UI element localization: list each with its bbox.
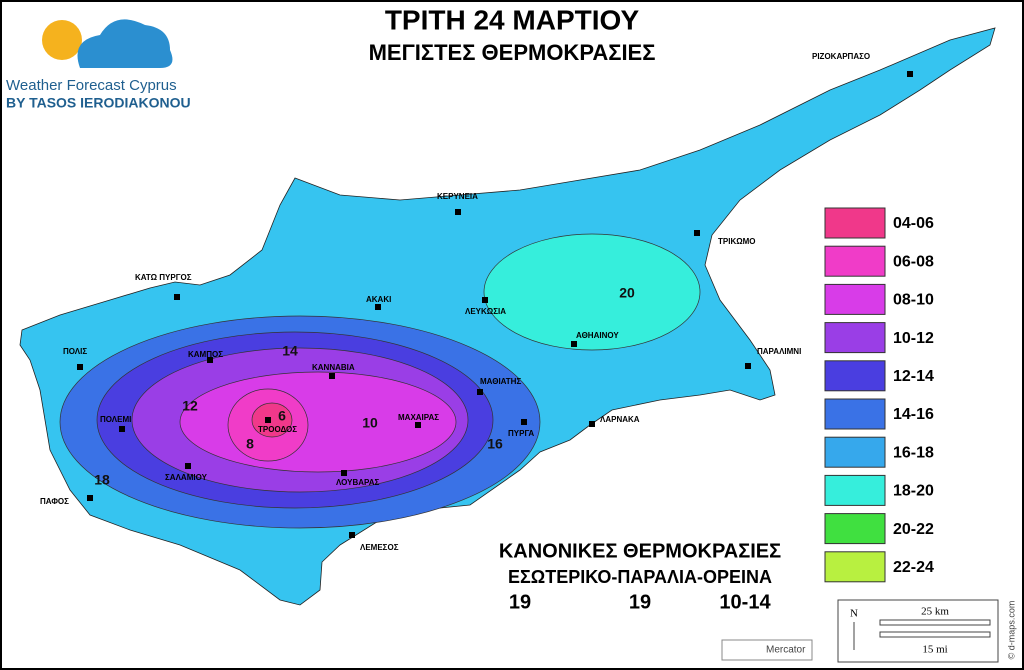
town-marker xyxy=(455,209,461,215)
town-marker xyxy=(349,532,355,538)
projection: Mercator xyxy=(766,645,806,656)
town-label: ΡΙΖΟΚΑΡΠΑΣΟ xyxy=(812,52,870,61)
town-label: ΠΥΡΓΑ xyxy=(508,429,534,438)
town-marker xyxy=(415,422,421,428)
town-label: ΛΑΡΝΑΚΑ xyxy=(600,415,640,424)
normal-value: 10-14 xyxy=(719,591,771,613)
town-label: ΠΑΦΟΣ xyxy=(40,497,69,506)
scale-frame xyxy=(837,599,999,663)
town-label: ΚΕΡΥΝΕΙΑ xyxy=(437,192,478,201)
legend-swatch xyxy=(824,322,886,354)
projection-box xyxy=(721,639,813,661)
contour-label: 8 xyxy=(246,436,254,452)
logo-name: Weather Forecast Cyprus xyxy=(6,77,177,94)
town-marker xyxy=(329,373,335,379)
scale-bar xyxy=(879,619,991,626)
town-label: ΚΑΜΠΟΣ xyxy=(188,350,223,359)
legend-label: 08-10 xyxy=(893,292,934,309)
town-label: ΜΑΘΙΑΤΗΣ xyxy=(480,377,521,386)
contour-label: 16 xyxy=(487,436,503,452)
legend-label: 20-22 xyxy=(893,521,934,538)
legend-label: 18-20 xyxy=(893,483,934,500)
town-marker xyxy=(482,297,488,303)
cloud xyxy=(77,19,173,68)
legend-swatch xyxy=(824,245,886,277)
title: ΤΡΙΤΗ 24 ΜΑΡΤΙΟΥ xyxy=(385,4,640,35)
normal-value: 19 xyxy=(509,591,531,613)
town-marker xyxy=(907,71,913,77)
town-label: ΑΘΗΑΙΝΟΥ xyxy=(576,331,619,340)
town-marker xyxy=(589,421,595,427)
legend-swatch xyxy=(824,474,886,506)
legend-swatch xyxy=(824,513,886,545)
town-marker xyxy=(119,426,125,432)
contour-label: 12 xyxy=(182,398,198,414)
normals-subtitle: ΕΣΩΤΕΡΙΚΟ-ΠΑΡΑΛΙΑ-ΟΡΕΙΝΑ xyxy=(508,567,772,587)
legend-label: 06-08 xyxy=(893,253,934,270)
town-marker xyxy=(174,294,180,300)
town-label: ΚΑΤΩ ΠΥΡΓΟΣ xyxy=(135,273,192,282)
legend-label: 04-06 xyxy=(893,215,934,232)
legend-label: 10-12 xyxy=(893,330,934,347)
town-marker xyxy=(521,419,527,425)
town-marker xyxy=(477,389,483,395)
town-label: ΛΟΥΒΑΡΑΣ xyxy=(336,478,380,487)
town-marker xyxy=(375,304,381,310)
north: N xyxy=(850,608,858,620)
contour-label: 14 xyxy=(282,343,298,359)
town-marker xyxy=(207,357,213,363)
scale-bar xyxy=(879,631,991,638)
town-marker xyxy=(185,463,191,469)
town-label: ΠΑΡΑΛΙΜΝΙ xyxy=(757,347,801,356)
town-label: ΠΟΛΙΣ xyxy=(63,347,87,356)
town-label: ΛΕΜΕΣΟΣ xyxy=(360,543,399,552)
legend-swatch xyxy=(824,436,886,468)
legend-label: 16-18 xyxy=(893,444,934,461)
legend-swatch xyxy=(824,398,886,430)
logo: Weather Forecast Cyprus BY TASOS IERODIA… xyxy=(6,19,191,111)
logo-byline: BY TASOS IERODIAKONOU xyxy=(6,95,191,111)
scale-km: 25 km xyxy=(921,606,949,618)
contour-label: 6 xyxy=(278,408,286,424)
town-label: ΤΡΙΚΩΜΟ xyxy=(718,237,756,246)
town-label: ΣΑΛΑΜΙΟΥ xyxy=(165,473,208,482)
town-label: ΛΕΥΚΩΣΙΑ xyxy=(465,307,506,316)
town-label: ΤΡΟΟΔΟΣ xyxy=(258,425,297,434)
scale-box: N 25 km 15 mi Mercator © d-maps.com xyxy=(721,599,1016,663)
legend-swatch xyxy=(824,207,886,239)
credit: © d-maps.com xyxy=(1006,601,1016,660)
legend-label: 22-24 xyxy=(893,559,934,576)
town-label: ΠΟΛΕΜΙ xyxy=(100,415,131,424)
normals-title: ΚΑΝΟΝΙΚΕΣ ΘΕΡΜΟΚΡΑΣΙΕΣ xyxy=(499,540,781,562)
legend-label: 12-14 xyxy=(893,368,934,385)
town-marker xyxy=(87,495,93,501)
scale-mi: 15 mi xyxy=(922,644,947,656)
legend-swatch xyxy=(824,360,886,392)
town-marker xyxy=(77,364,83,370)
subtitle: ΜΕΓΙΣΤΕΣ ΘΕΡΜΟΚΡΑΣΙΕΣ xyxy=(369,40,656,65)
legend-label: 14-16 xyxy=(893,406,934,423)
town-label: ΜΑΧΑΙΡΑΣ xyxy=(398,413,439,422)
town-marker xyxy=(265,417,271,423)
contour-label: 18 xyxy=(94,472,110,488)
town-marker xyxy=(341,470,347,476)
town-label: ΑΚΑΚΙ xyxy=(366,295,391,304)
contour-label: 20 xyxy=(619,285,635,301)
legend-swatch xyxy=(824,283,886,315)
normal-value: 19 xyxy=(629,591,651,613)
sun xyxy=(42,20,82,60)
town-marker xyxy=(571,341,577,347)
zone-04-06 xyxy=(251,402,293,438)
zone-18-20 xyxy=(483,233,701,351)
town-marker xyxy=(745,363,751,369)
town-label: ΚΑΝΝΑΒΙΑ xyxy=(312,363,355,372)
town-marker xyxy=(694,230,700,236)
contour-label: 10 xyxy=(362,415,378,431)
legend-swatch xyxy=(824,551,886,583)
